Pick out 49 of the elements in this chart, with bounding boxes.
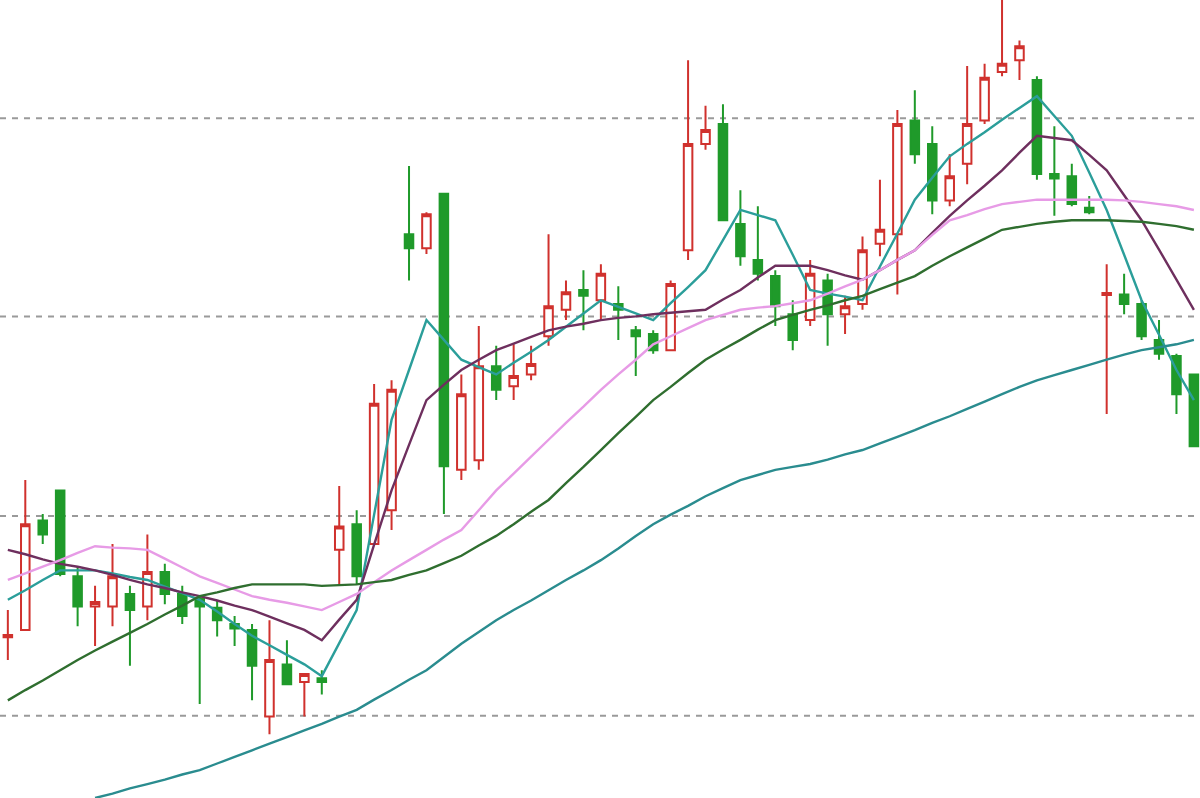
candlestick — [909, 89, 921, 165]
candlestick — [717, 103, 729, 222]
candlestick — [421, 211, 432, 255]
candlestick — [892, 109, 903, 296]
candlestick — [473, 324, 485, 471]
candlestick — [246, 623, 258, 702]
candlestick — [403, 164, 415, 282]
candlestick — [490, 344, 502, 402]
candlestick — [124, 584, 136, 667]
candlestick — [72, 565, 83, 628]
candlestick — [508, 343, 519, 402]
candlestick — [264, 619, 275, 736]
candlestick — [1014, 39, 1025, 82]
candlestick — [351, 509, 362, 586]
candlestick — [20, 479, 31, 631]
candlestick — [787, 299, 798, 352]
candlestick — [194, 595, 205, 706]
candlestick — [944, 153, 955, 208]
candlestick — [1049, 125, 1060, 217]
candlestick — [438, 192, 450, 515]
candlestick — [299, 672, 310, 718]
candlestick — [281, 639, 293, 686]
candlestick — [1118, 272, 1130, 316]
candlestick — [735, 189, 746, 267]
candlestick — [961, 65, 973, 186]
candlestick — [1101, 263, 1112, 416]
candlestick — [979, 62, 990, 126]
candlestick — [333, 485, 345, 586]
candlestick — [752, 205, 764, 282]
candlestick — [927, 125, 938, 216]
candlestick — [1188, 373, 1200, 448]
candlestick — [874, 178, 886, 258]
candlestick — [595, 263, 607, 322]
candlestick — [700, 104, 711, 151]
candlestick — [770, 269, 781, 327]
candlestick — [316, 669, 328, 696]
candlestick — [578, 269, 589, 332]
candlestick — [37, 512, 48, 545]
candlestick — [1136, 299, 1147, 341]
candlestick — [682, 59, 694, 261]
candlestick — [839, 294, 851, 336]
candlestick — [543, 233, 554, 347]
candlestick — [525, 344, 537, 382]
candlestick — [630, 324, 642, 377]
candlestick — [89, 584, 101, 648]
candlestick — [1083, 195, 1095, 216]
candlestick — [456, 373, 467, 482]
candlestick — [107, 543, 118, 628]
candlestick — [560, 279, 572, 322]
